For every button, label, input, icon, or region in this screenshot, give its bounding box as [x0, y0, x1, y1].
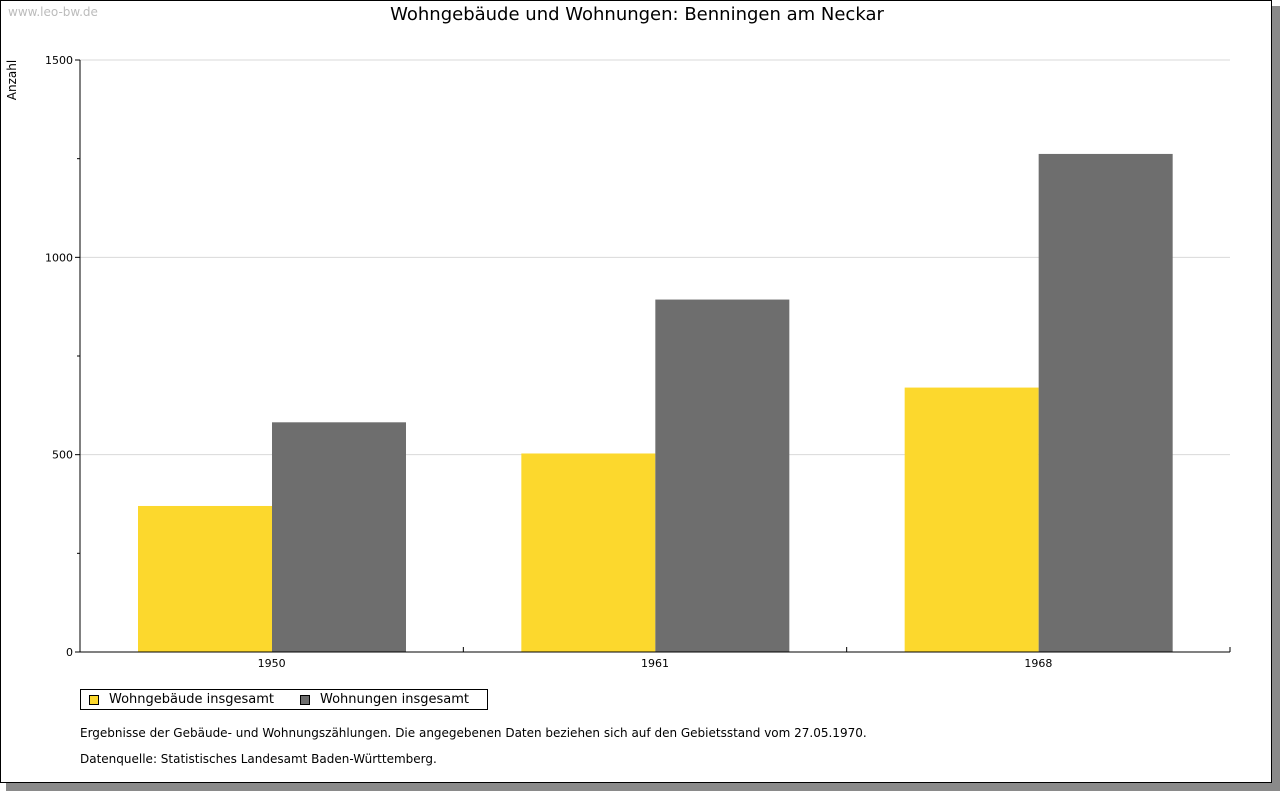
bar — [272, 422, 406, 652]
bar — [655, 299, 790, 652]
x-tick-label: 1968 — [1024, 657, 1052, 670]
bar — [521, 453, 656, 652]
legend-swatch-wohngebaeude — [89, 694, 99, 705]
x-tick-label: 1950 — [258, 657, 286, 670]
legend-item-wohnungen: Wohnungen insgesamt — [300, 692, 469, 707]
y-tick-label: 1500 — [45, 54, 73, 67]
y-tick-label: 0 — [66, 646, 73, 659]
note-gebietsstand: Ergebnisse der Gebäude- und Wohnungszähl… — [80, 726, 867, 740]
legend: Wohngebäude insgesamt Wohnungen insgesam… — [80, 689, 488, 710]
legend-label-wohngebaeude: Wohngebäude insgesamt — [109, 692, 274, 707]
frame-shadow-bottom — [6, 783, 1280, 791]
y-axis-label: Anzahl — [5, 60, 19, 100]
watermark: www.leo-bw.de — [8, 5, 98, 19]
y-tick-label: 1000 — [45, 251, 73, 264]
legend-label-wohnungen: Wohnungen insgesamt — [320, 692, 469, 707]
frame-shadow-right — [1272, 6, 1280, 791]
bar — [1038, 153, 1173, 652]
x-tick-label: 1961 — [641, 657, 669, 670]
y-tick-label: 500 — [52, 449, 73, 462]
chart-title: Wohngebäude und Wohnungen: Benningen am … — [390, 4, 884, 25]
note-datenquelle: Datenquelle: Statistisches Landesamt Bad… — [80, 752, 437, 766]
legend-item-wohngebaeude: Wohngebäude insgesamt — [89, 692, 274, 707]
legend-swatch-wohnungen — [300, 694, 310, 705]
bar — [904, 387, 1039, 652]
bar — [138, 505, 272, 652]
